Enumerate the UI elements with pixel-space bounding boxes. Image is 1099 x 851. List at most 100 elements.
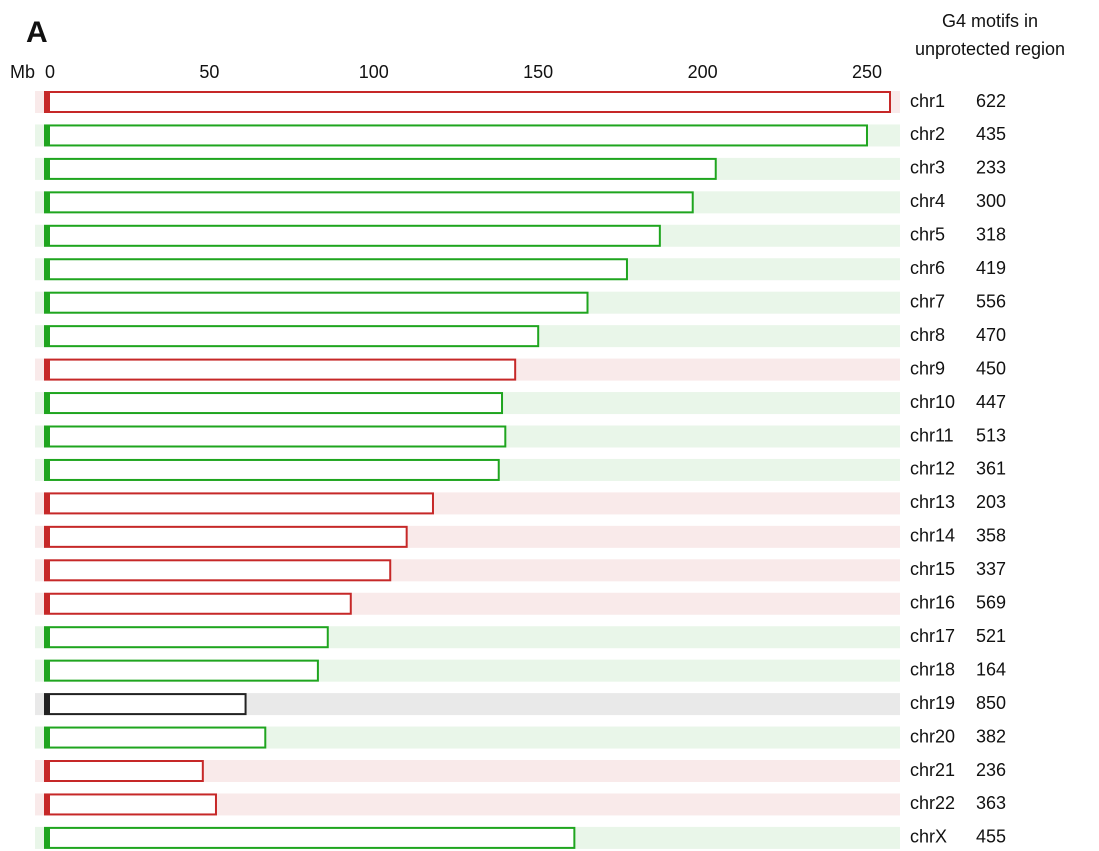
bar-end [45, 694, 50, 715]
count-label: 470 [976, 325, 1006, 345]
category-label: chr22 [910, 793, 955, 813]
bar-end [45, 560, 50, 581]
count-label: 850 [976, 693, 1006, 713]
category-label: chr6 [910, 258, 945, 278]
bar-end [45, 727, 50, 748]
x-tick-label: 0 [45, 62, 55, 82]
bar [44, 191, 694, 214]
bar [44, 458, 500, 481]
bar [44, 659, 319, 682]
row-band [35, 693, 900, 716]
bar-end [45, 393, 50, 414]
bar [44, 525, 408, 548]
bar-end [45, 359, 50, 380]
count-label: 361 [976, 459, 1006, 479]
bar-end [45, 827, 50, 848]
category-label: chr16 [910, 593, 955, 613]
bar-end [45, 92, 50, 112]
bar-end [45, 459, 50, 480]
row-band [35, 793, 900, 816]
x-tick-label: 150 [523, 62, 553, 82]
x-tick-label: 50 [199, 62, 219, 82]
category-label: chr7 [910, 291, 945, 311]
bar-end [45, 158, 50, 179]
count-label: 455 [976, 827, 1006, 847]
x-tick-label: 250 [852, 62, 882, 82]
count-label: 556 [976, 291, 1006, 311]
bar [44, 592, 352, 615]
bar [44, 425, 507, 448]
count-label: 363 [976, 793, 1006, 813]
bar-end [45, 593, 50, 614]
bar-end [45, 761, 50, 781]
count-label: 236 [976, 760, 1006, 780]
category-label: chr9 [910, 358, 945, 378]
bar-end [45, 493, 50, 514]
count-label: 419 [976, 258, 1006, 278]
category-label: chrX [910, 827, 947, 847]
category-label: chr3 [910, 158, 945, 178]
bar [44, 492, 434, 515]
bar [44, 626, 329, 649]
row-band [35, 760, 900, 782]
bar-end [45, 426, 50, 447]
category-label: chr1 [910, 91, 945, 111]
bar [44, 392, 504, 415]
bar [44, 124, 868, 147]
bar [44, 224, 661, 247]
count-label: 569 [976, 593, 1006, 613]
bar [44, 157, 717, 180]
x-tick-label: 100 [359, 62, 389, 82]
count-label: 521 [976, 626, 1006, 646]
count-label: 447 [976, 392, 1006, 412]
header-line: unprotected region [915, 39, 1065, 59]
bar [44, 91, 891, 113]
bar-end [45, 526, 50, 547]
category-label: chr12 [910, 459, 955, 479]
bar [44, 826, 576, 849]
count-label: 164 [976, 659, 1006, 679]
bar [44, 693, 247, 716]
category-label: chr21 [910, 760, 955, 780]
bar [44, 325, 540, 348]
bar [44, 559, 392, 582]
bar-end [45, 326, 50, 347]
count-label: 450 [976, 358, 1006, 378]
bar-end [45, 627, 50, 648]
bar [44, 760, 204, 782]
category-label: chr11 [910, 425, 954, 445]
bar-end [45, 192, 50, 213]
category-label: chr13 [910, 492, 955, 512]
count-label: 358 [976, 526, 1006, 546]
count-label: 233 [976, 158, 1006, 178]
category-label: chr18 [910, 659, 955, 679]
header-line: G4 motifs in [942, 11, 1038, 31]
category-label: chr20 [910, 726, 955, 746]
bar-end [45, 259, 50, 280]
category-label: chr15 [910, 559, 955, 579]
category-label: chr10 [910, 392, 955, 412]
category-label: chr17 [910, 626, 955, 646]
category-label: chr5 [910, 225, 945, 245]
count-label: 300 [976, 191, 1006, 211]
bar-end [45, 794, 50, 815]
category-label: chr14 [910, 526, 955, 546]
category-label: chr2 [910, 124, 945, 144]
count-label: 513 [976, 425, 1006, 445]
axis-label: Mb [10, 62, 35, 82]
category-label: chr19 [910, 693, 955, 713]
category-label: chr8 [910, 325, 945, 345]
bar-end [45, 225, 50, 246]
bar [44, 793, 217, 816]
bar [44, 258, 628, 281]
panel-label: A [26, 16, 48, 49]
bar [44, 291, 589, 314]
count-label: 435 [976, 124, 1006, 144]
count-label: 203 [976, 492, 1006, 512]
bar [44, 726, 267, 749]
bar-end [45, 292, 50, 313]
category-label: chr4 [910, 191, 945, 211]
bar-end [45, 125, 50, 146]
count-label: 382 [976, 726, 1006, 746]
